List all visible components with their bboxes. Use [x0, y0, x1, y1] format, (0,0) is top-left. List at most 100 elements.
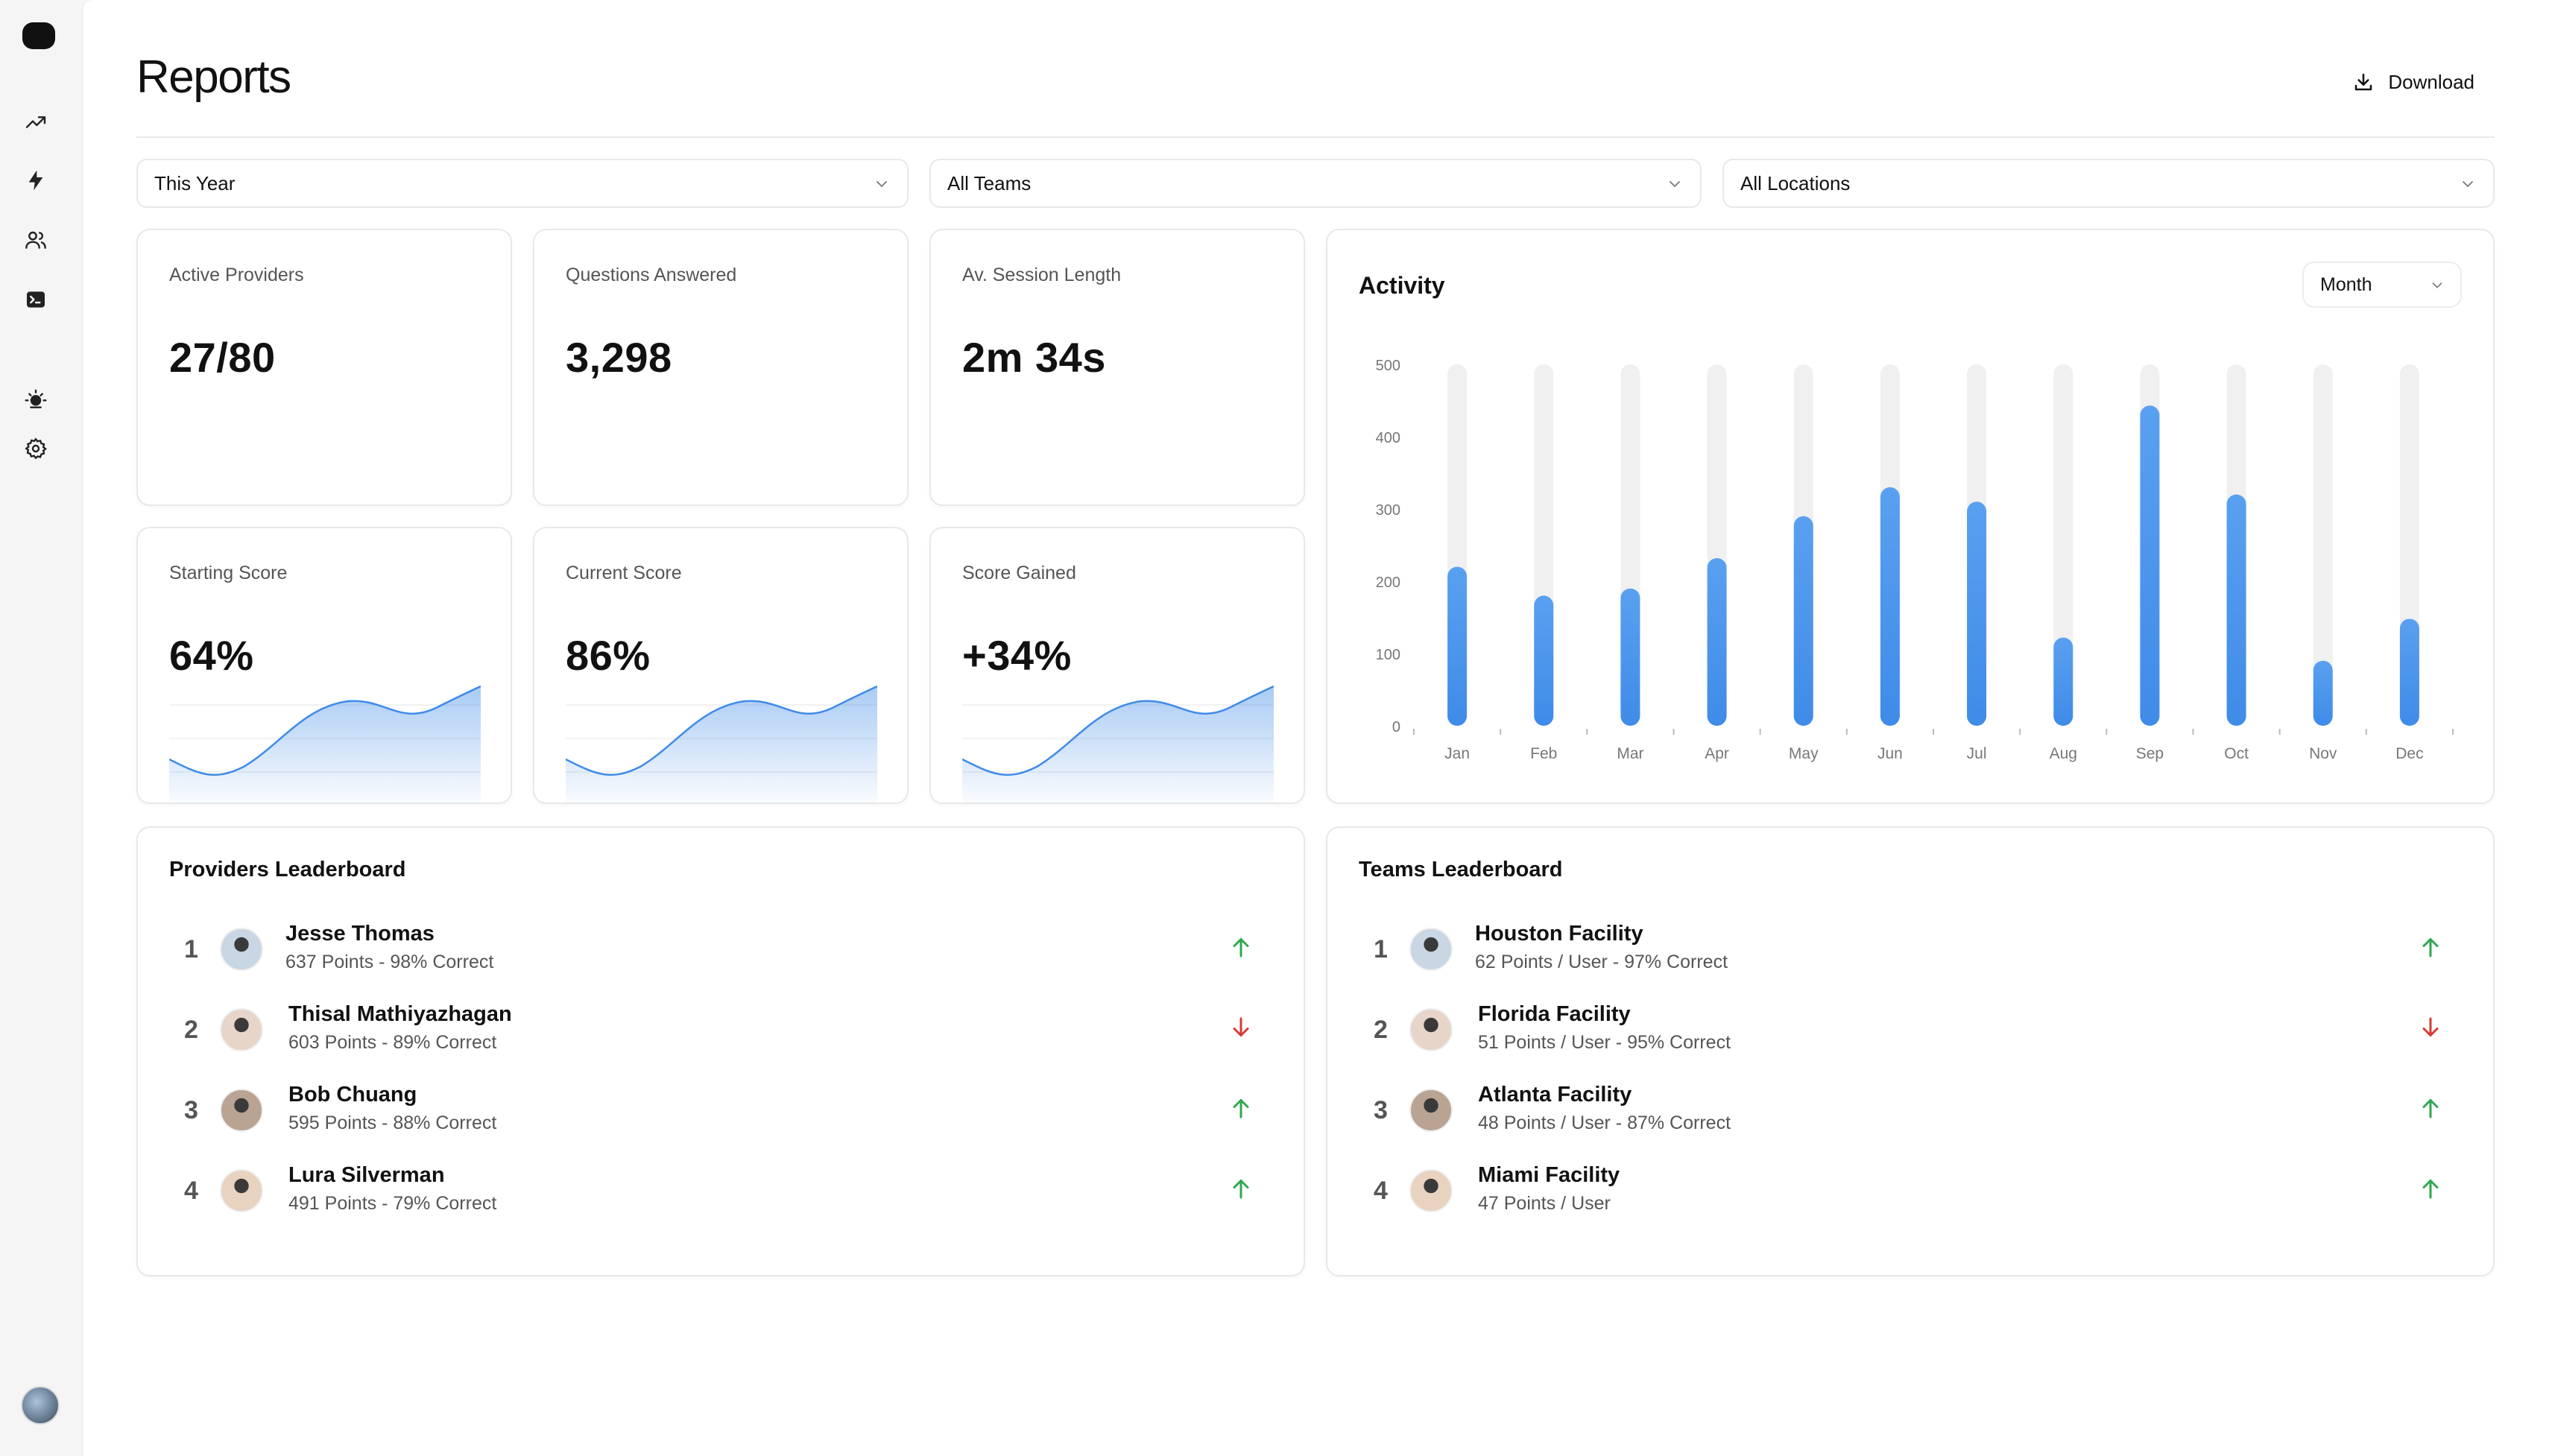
bar-jul[interactable]: [1967, 501, 1987, 726]
arrow-up-icon: [1233, 1099, 1249, 1118]
bar-feb[interactable]: [1534, 595, 1554, 726]
y-tick-label: 0: [1392, 719, 1400, 735]
users-icon[interactable]: [22, 227, 49, 253]
x-tick-label: Sep: [2136, 745, 2164, 762]
leaderboard-row[interactable]: 3 Bob Chuang 595 Points - 88% Correct: [169, 1080, 1272, 1147]
bar-mar[interactable]: [1620, 588, 1640, 726]
arrow-up-icon: [2422, 1180, 2439, 1199]
location-select[interactable]: All Locations: [1722, 159, 2495, 208]
arrow-down-icon: [2422, 1017, 2439, 1036]
stat-value: 64%: [169, 632, 254, 679]
leaderboard-name: Miami Facility: [1478, 1163, 1620, 1187]
stat-label: Active Providers: [169, 265, 304, 285]
x-tick-label: Nov: [2309, 745, 2337, 762]
stat-card-questions-answered: Questions Answered 3,298: [533, 229, 909, 506]
stat-card-starting-score: Starting Score 64%: [136, 527, 512, 804]
bar-aug[interactable]: [2053, 637, 2073, 726]
sparkline: [169, 685, 481, 803]
period-select-value: This Year: [154, 171, 236, 194]
y-tick-label: 500: [1376, 358, 1400, 374]
x-tick-label: Jun: [1877, 745, 1903, 762]
x-tick-label: Dec: [2395, 745, 2423, 762]
x-tick-label: May: [1789, 745, 1819, 762]
terminal-icon[interactable]: [22, 286, 49, 313]
bar-jan[interactable]: [1447, 566, 1468, 726]
stat-value: +34%: [962, 632, 1072, 679]
leaderboard-name: Houston Facility: [1475, 922, 1643, 946]
period-select[interactable]: This Year: [136, 159, 909, 208]
x-tick-label: Apr: [1705, 745, 1729, 762]
arrow-down-icon: [1233, 1017, 1249, 1036]
chevron-down-icon: [2463, 181, 2473, 188]
granularity-select[interactable]: Month: [2302, 262, 2462, 308]
bar-apr[interactable]: [1707, 557, 1727, 726]
rank-number: 4: [184, 1177, 198, 1205]
leaderboard-detail: 48 Points / User - 87% Correct: [1478, 1112, 1731, 1133]
leaderboard-row[interactable]: 2 Thisal Mathiyazhagan 603 Points - 89% Co…: [169, 999, 1272, 1066]
download-button[interactable]: Download: [2352, 64, 2474, 100]
leaderboard-row[interactable]: 4 Miami Facility 47 Points / User: [1359, 1160, 2462, 1227]
trending-up-icon[interactable]: [22, 109, 49, 136]
stat-card-session-length: Av. Session Length 2m 34s: [929, 229, 1305, 506]
bar-oct[interactable]: [2226, 494, 2246, 726]
bar-track: [2053, 364, 2073, 726]
activity-card: 0 100 200 300 400 500 Jan Feb Mar Apr May Jun Jul Aug…: [1326, 229, 2495, 804]
leaderboard-row[interactable]: 3 Atlanta Facility 48 Points / User - 87% …: [1359, 1080, 2462, 1147]
leaderboard-row[interactable]: 1 Houston Facility 62 Points / User - 97% …: [1359, 919, 2462, 986]
sun-icon[interactable]: [22, 386, 49, 413]
arrow-up-icon: [2422, 1099, 2439, 1118]
x-tick-label: Jul: [1967, 745, 1987, 762]
sparkline: [962, 685, 1274, 803]
avatar: [220, 1169, 263, 1212]
bar-may[interactable]: [1793, 516, 1813, 726]
stat-value: 27/80: [169, 334, 276, 381]
header-divider: [136, 136, 2495, 138]
stat-label: Questions Answered: [566, 265, 737, 285]
leaderboard-row[interactable]: 4 Lura Silverman 491 Points - 79% Correct: [169, 1160, 1272, 1227]
team-select[interactable]: All Teams: [929, 159, 1702, 208]
leaderboard-title: Teams Leaderboard: [1359, 858, 1563, 881]
leaderboard-name: Bob Chuang: [288, 1083, 417, 1107]
leaderboard-name: Atlanta Facility: [1478, 1083, 1632, 1107]
x-tick-label: Jan: [1444, 745, 1470, 762]
avatar: [1409, 1089, 1453, 1132]
rank-number: 1: [1374, 935, 1388, 963]
stat-value: 3,298: [566, 334, 672, 381]
rank-number: 2: [184, 1016, 198, 1044]
app-logo[interactable]: [22, 22, 55, 49]
arrow-up-icon: [1233, 938, 1249, 958]
download-icon: [2355, 73, 2372, 91]
leaderboard-name: Lura Silverman: [288, 1163, 445, 1187]
user-avatar[interactable]: [21, 1386, 60, 1425]
leaderboard-detail: 47 Points / User: [1478, 1193, 1611, 1214]
leaderboard-detail: 637 Points - 98% Correct: [285, 952, 494, 972]
bar-jun[interactable]: [1880, 487, 1900, 726]
gear-icon[interactable]: [22, 435, 49, 462]
chevron-down-icon: [876, 181, 887, 188]
rank-number: 4: [1374, 1177, 1388, 1205]
leaderboard-row[interactable]: 2 Florida Facility 51 Points / User - 95% …: [1359, 999, 2462, 1066]
granularity-select-value: Month: [2320, 273, 2372, 295]
x-tick-label: Aug: [2050, 745, 2077, 762]
main-content: Reports Download This Year All Teams All…: [82, 0, 2549, 1456]
bar-sep[interactable]: [2140, 405, 2160, 726]
x-tick-label: Feb: [1530, 745, 1557, 762]
activity-chart: 0 100 200 300 400 500 Jan Feb Mar Apr May Jun Jul Aug…: [1376, 358, 2454, 762]
activity-title: Activity: [1359, 272, 1445, 299]
bar-dec[interactable]: [2399, 618, 2419, 726]
leaderboard-name: Jesse Thomas: [285, 922, 435, 946]
chevron-down-icon: [2432, 282, 2442, 288]
stat-label: Score Gained: [962, 563, 1076, 583]
avatar: [220, 1089, 263, 1132]
bar-track: [2313, 364, 2333, 726]
lightning-icon[interactable]: [22, 167, 49, 194]
leaderboard-row[interactable]: 1 Jesse Thomas 637 Points - 98% Correct: [169, 919, 1272, 986]
leaderboard-detail: 491 Points - 79% Correct: [288, 1193, 497, 1214]
chevron-down-icon: [1670, 181, 1680, 188]
leaderboard-detail: 62 Points / User - 97% Correct: [1475, 952, 1728, 972]
rank-number: 3: [1374, 1096, 1388, 1124]
rank-number: 2: [1374, 1016, 1388, 1044]
leaderboard-name: Thisal Mathiyazhagan: [288, 1002, 512, 1026]
stat-value: 86%: [566, 632, 651, 679]
bar-nov[interactable]: [2313, 660, 2333, 726]
